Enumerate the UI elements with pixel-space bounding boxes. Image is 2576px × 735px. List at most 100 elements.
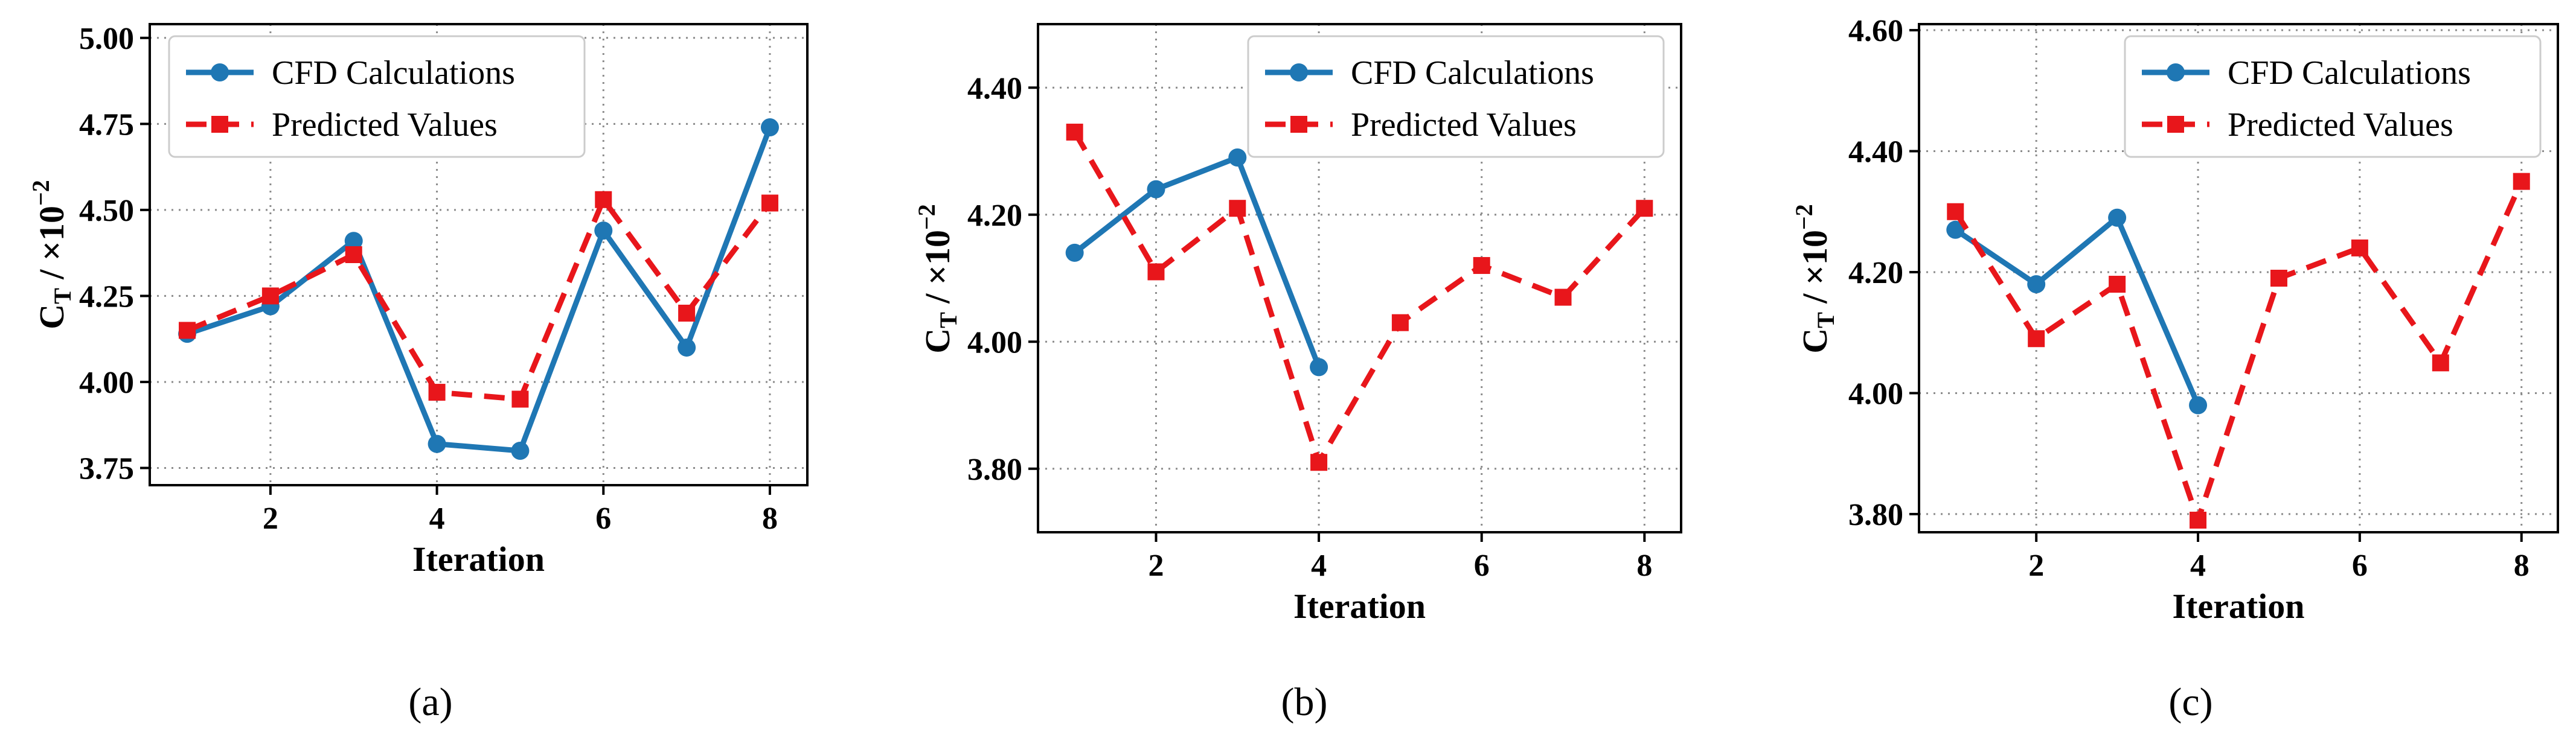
panel-c-cfd-point bbox=[2189, 396, 2208, 415]
panel-c-predicted-line bbox=[1953, 180, 2524, 523]
panel-a-x-axis-title: Iteration bbox=[412, 539, 545, 579]
panel-c-ylabel-exp: −2 bbox=[1790, 204, 1818, 230]
panel-b-predicted-line bbox=[1072, 130, 1647, 465]
panel-a-legend-cfd-marker bbox=[211, 63, 229, 81]
panel-c-cfd-point bbox=[2108, 208, 2127, 227]
panel-b-legend-cfd-label: CFD Calculations bbox=[1351, 54, 1594, 92]
panel-c-predicted-point bbox=[2028, 330, 2045, 348]
panel-c-ylabel-sub: T bbox=[1812, 312, 1839, 328]
panel-a-xtick-label: 8 bbox=[762, 501, 778, 536]
panel-b-predicted-point bbox=[1473, 256, 1490, 274]
panel-c-ytick-label: 4.20 bbox=[1848, 256, 1903, 290]
panel-c-axes-frame bbox=[1918, 23, 2559, 533]
panel-a-predicted-point bbox=[761, 194, 778, 212]
panel-c-x-axis-title: Iteration bbox=[2172, 587, 2304, 626]
panel-b-predicted-point bbox=[1066, 123, 1083, 141]
panel-b-ytick-label: 3.80 bbox=[967, 453, 1022, 487]
panel-a-cfd-point bbox=[428, 434, 446, 453]
panel-b-y-axis-title: CT / ×10−2 bbox=[913, 204, 962, 354]
panel-c-predicted-point bbox=[2351, 239, 2368, 256]
panel-a-ylabel-exp: −2 bbox=[27, 180, 54, 206]
panel-c-cfd-point bbox=[1946, 220, 1965, 239]
panel-b-legend-predicted-marker bbox=[1290, 116, 1307, 133]
panel-c-xtick-label: 4 bbox=[2190, 549, 2206, 583]
panel-a-legend-cfd-label: CFD Calculations bbox=[272, 54, 515, 92]
panel-a-predicted-line bbox=[186, 197, 772, 402]
panel-c-legend-cfd-marker bbox=[2167, 63, 2185, 81]
panel-b-xtick-label: 8 bbox=[1636, 549, 1652, 583]
panel-b-cfd-point bbox=[1310, 358, 1328, 377]
panel-a-cfd-point bbox=[344, 232, 363, 250]
panel-b-predicted-point bbox=[1147, 263, 1165, 281]
panel-b-axes-frame bbox=[1037, 23, 1682, 533]
panel-a-ytick-label: 5.00 bbox=[79, 22, 134, 56]
panel-a-predicted-point bbox=[261, 287, 279, 305]
panel-a-legend-box bbox=[168, 35, 586, 158]
panel-a-ytick-label: 4.75 bbox=[79, 107, 134, 142]
panel-a-ytick-label: 4.50 bbox=[79, 194, 134, 228]
panel-c-xtick-label: 2 bbox=[2028, 549, 2044, 583]
panel-b-ylabel-unit: / ×10 bbox=[918, 230, 957, 312]
panel-b-ylabel-exp: −2 bbox=[913, 204, 940, 230]
panel-b-legend-box bbox=[1247, 35, 1665, 158]
panel-c-ytick-label: 4.60 bbox=[1848, 14, 1903, 48]
panel-a: 2 4 6 8 3.75 4.00 4.25 4.50 4.75 5.00 Iteration CT … bbox=[27, 22, 809, 724]
panel-c-cfd-line bbox=[1953, 215, 2201, 407]
panel-c-caption: (c) bbox=[2168, 680, 2212, 724]
panel-a-cfd-point bbox=[678, 338, 696, 357]
panel-b-predicted-point bbox=[1391, 314, 1409, 331]
panel-a-caption: (a) bbox=[408, 680, 452, 724]
panel-a-xtick-label: 4 bbox=[429, 501, 445, 536]
panel-b-legend-cfd-marker bbox=[1290, 63, 1308, 81]
panel-b-caption: (b) bbox=[1281, 680, 1328, 724]
panel-b-ytick-label: 4.00 bbox=[967, 325, 1022, 360]
panel-c-predicted-point bbox=[2432, 354, 2449, 372]
panel-a-legend-predicted-marker bbox=[211, 116, 228, 133]
panel-a-y-axis-title: CT / ×10−2 bbox=[27, 180, 76, 329]
panel-b-cfd-point bbox=[1147, 180, 1165, 199]
panel-c-xtick-label: 6 bbox=[2352, 549, 2368, 583]
panel-a-axes-frame bbox=[149, 23, 809, 486]
panel-b-ylabel-main: C bbox=[918, 328, 957, 354]
panel-b-cfd-point bbox=[1228, 148, 1247, 167]
panel-a-ylabel-unit: / ×10 bbox=[32, 206, 71, 288]
panel-b-cfd-line bbox=[1072, 154, 1322, 368]
panel-b-legend: CFD Calculations Predicted Values bbox=[1247, 35, 1665, 158]
panel-a-predicted-point bbox=[179, 322, 196, 339]
panel-a-legend: CFD Calculations Predicted Values bbox=[168, 35, 586, 158]
panel-c-predicted-point bbox=[2190, 511, 2207, 529]
panel-c-legend-predicted-label: Predicted Values bbox=[2228, 106, 2453, 144]
panel-a-ytick-label: 4.00 bbox=[79, 366, 134, 400]
panel-b-x-axis-title: Iteration bbox=[1293, 587, 1426, 626]
panel-b-legend-predicted-label: Predicted Values bbox=[1351, 106, 1577, 144]
panel-b-predicted-point bbox=[1636, 200, 1653, 217]
panel-c-legend-cfd-label: CFD Calculations bbox=[2228, 54, 2471, 92]
panel-a-xtick-label: 2 bbox=[263, 501, 278, 536]
panel-a-predicted-point bbox=[345, 246, 362, 263]
panel-a-xtick-label: 6 bbox=[595, 501, 611, 536]
panel-c-predicted-point bbox=[1947, 203, 1964, 220]
panel-b-ytick-label: 4.20 bbox=[967, 199, 1022, 233]
panel-b-xtick-label: 4 bbox=[1311, 549, 1327, 583]
panel-b-ylabel-sub: T bbox=[935, 312, 962, 328]
panel-b-ytick-label: 4.40 bbox=[967, 71, 1022, 106]
panel-b-predicted-point bbox=[1310, 454, 1328, 471]
panel-b-cfd-point bbox=[1065, 243, 1084, 262]
panel-a-predicted-point bbox=[678, 304, 696, 322]
panel-a-ytick-label: 4.25 bbox=[79, 279, 134, 314]
panel-a-legend-predicted-label: Predicted Values bbox=[272, 106, 498, 144]
panel-c-ylabel-unit: / ×10 bbox=[1795, 230, 1834, 312]
panel-c-ytick-label: 3.80 bbox=[1848, 498, 1903, 532]
panel-c-ytick-label: 4.40 bbox=[1848, 135, 1903, 170]
panel-c-cfd-point bbox=[2027, 275, 2046, 294]
panel-c-predicted-point bbox=[2270, 270, 2287, 287]
panel-c-ylabel-main: C bbox=[1795, 328, 1834, 354]
panel-c-y-axis-title: CT / ×10−2 bbox=[1790, 204, 1839, 354]
panel-a-ylabel-sub: T bbox=[49, 288, 76, 304]
panel-a-predicted-point bbox=[595, 191, 612, 208]
panel-c: 2 4 6 8 3.80 4.00 4.20 4.40 4.60 Iteration CT / ×1… bbox=[1790, 14, 2559, 724]
panel-a-ylabel-main: C bbox=[32, 304, 71, 329]
panel-c-predicted-point bbox=[2513, 173, 2530, 190]
panel-a-ytick-label: 3.75 bbox=[79, 451, 134, 486]
